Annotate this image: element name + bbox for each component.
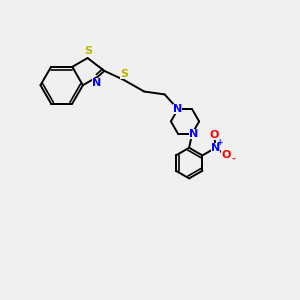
Text: O: O [221, 150, 230, 160]
Text: +: + [217, 138, 223, 147]
Text: N: N [211, 143, 220, 153]
Text: N: N [189, 129, 198, 139]
Text: N: N [92, 78, 101, 88]
Text: -: - [231, 155, 235, 164]
Text: O: O [210, 130, 219, 140]
Text: S: S [120, 69, 128, 79]
Text: S: S [84, 46, 92, 56]
Text: N: N [173, 103, 182, 114]
